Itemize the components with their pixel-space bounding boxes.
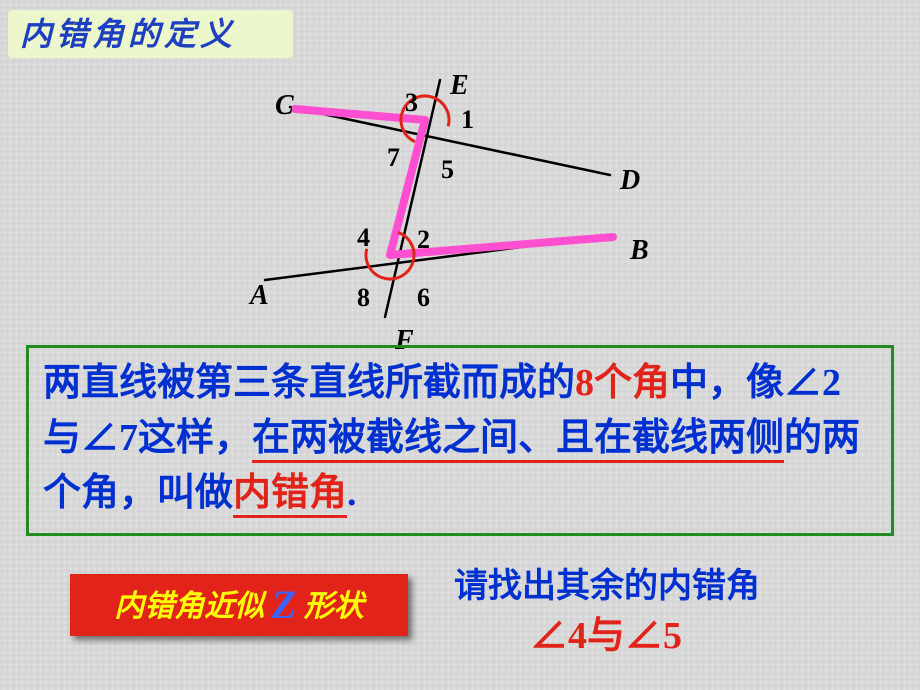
point-label-b: B: [630, 235, 649, 267]
answer-text: ∠4与∠5: [530, 604, 682, 659]
point-label-c: C: [275, 90, 294, 122]
hint-prefix: 内错角近似: [114, 590, 272, 623]
point-label-a: A: [250, 280, 269, 312]
definition-box: 两直线被第三条直线所截而成的8个角中，像∠2与∠7这样，在两被截线之间、且在截线…: [26, 345, 894, 536]
angle-label-3: 3: [405, 88, 418, 118]
def-text: .: [347, 472, 357, 514]
angle-label-5: 5: [441, 155, 454, 185]
def-text: 两直线被第三条直线所截而成的: [43, 362, 575, 404]
shape-hint-box: 内错角近似 Z 形状: [70, 574, 408, 636]
point-label-e: E: [450, 70, 469, 102]
angle-label-6: 6: [417, 283, 430, 313]
hint-suffix: 形状: [296, 590, 364, 623]
point-label-d: D: [620, 165, 640, 197]
def-keyword: 内错角: [233, 473, 347, 518]
angle-label-8: 8: [357, 283, 370, 313]
title-banner: 内错角的定义: [8, 10, 293, 58]
angle-label-7: 7: [387, 143, 400, 173]
angle-label-2: 2: [417, 225, 430, 255]
z-letter: Z: [272, 582, 296, 627]
question-text: 请找出其余的内错角: [454, 558, 760, 607]
def-text-underlined: 在两被截线之间、且在截线两侧: [252, 418, 784, 463]
def-text-red: 8个角: [575, 362, 670, 404]
angle-label-4: 4: [357, 223, 370, 253]
geometry-diagram: A B C D E F 1 3 5 7 2 4 6 8: [215, 55, 715, 345]
angle-label-1: 1: [461, 105, 474, 135]
